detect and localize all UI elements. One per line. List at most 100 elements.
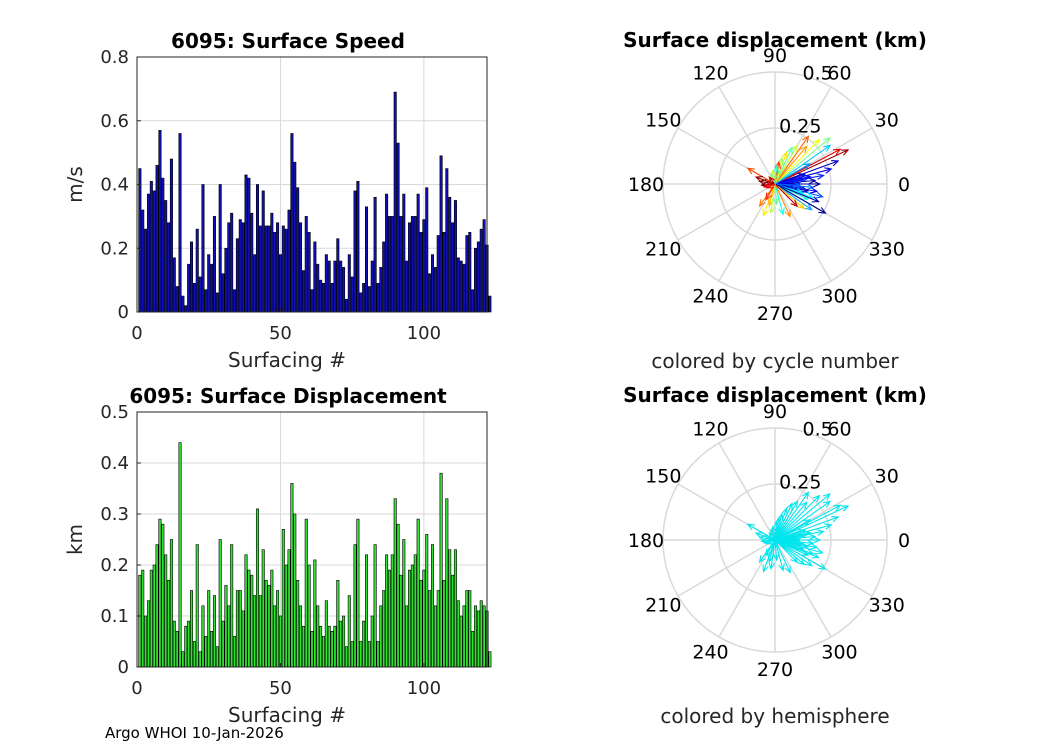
speed-bar (187, 263, 191, 313)
displacement-bar (462, 605, 466, 668)
polar-cycle-spoke (718, 86, 776, 185)
polar-hemisphere-vector (774, 539, 826, 570)
speed-bar (167, 222, 171, 313)
speed-bar (190, 241, 194, 313)
polar-hemisphere-vector-head (815, 547, 824, 555)
displacement-bar (342, 615, 346, 668)
displacement-bar (293, 513, 297, 668)
displacement-bar (175, 630, 179, 668)
polar-hemisphere-vector-head (802, 491, 810, 500)
polar-cycle-vector-head (812, 138, 821, 147)
speed-bar (359, 292, 363, 313)
speed-chart: 0 0.2 0.4 0.6 0.8 0 50 100 6095: Surface Speed Su… (63, 29, 492, 372)
polar-hemisphere-theta-label: 300 (821, 642, 857, 664)
speed-bar (224, 247, 228, 313)
polar-cycle-vector-head (791, 144, 799, 153)
speed-bar (402, 193, 406, 313)
speed-bar (204, 289, 208, 313)
polar-cycle-vector (774, 183, 805, 209)
polar-hemisphere-vector (774, 539, 791, 573)
polar-hemisphere-vector (774, 532, 811, 541)
displacement-bar (290, 483, 294, 668)
polar-hemisphere-vector (774, 539, 778, 561)
polar-hemisphere-vector-head (802, 519, 812, 526)
polar-cycle-vector-head (778, 207, 785, 216)
polar-hemisphere-vector-head (803, 530, 812, 538)
polar-hemisphere-vector (774, 539, 800, 542)
displacement-bar (353, 544, 357, 668)
speed-bar (212, 216, 216, 313)
polar-cycle-theta-label: 120 (692, 62, 728, 84)
polar-cycle-vector (770, 183, 776, 213)
speed-bar (410, 216, 414, 313)
polar-hemisphere-theta-label: 210 (645, 595, 681, 617)
speed-bar (456, 257, 460, 313)
polar-hemisphere-theta-label: 270 (757, 659, 793, 681)
speed-bar (313, 241, 317, 313)
speed-title: 6095: Surface Speed (171, 29, 405, 53)
polar-cycle-theta-label: 210 (645, 239, 681, 261)
speed-bar (324, 254, 328, 313)
polar-cycle-vector (774, 139, 820, 185)
speed-bar (250, 212, 254, 313)
polar-hemisphere-theta-label: 330 (869, 595, 905, 617)
polar-hemisphere-vector-head (797, 529, 807, 536)
displacement-bar (310, 630, 314, 668)
displacement-title: 6095: Surface Displacement (129, 384, 447, 408)
speed-bar (442, 232, 446, 313)
polar-hemisphere-spoke (774, 539, 832, 638)
displacement-bar (408, 569, 412, 668)
displacement-bar (253, 595, 257, 668)
polar-hemisphere-vector (774, 501, 831, 541)
speed-bar (138, 168, 142, 313)
displacement-bar (433, 605, 437, 668)
speed-bar (419, 232, 423, 313)
speed-bar (235, 238, 239, 313)
speed-bar (459, 260, 463, 313)
speed-bar (261, 190, 265, 313)
polar-cycle-vector-head (800, 186, 810, 193)
speed-bar (350, 276, 354, 313)
speed-xtick-label: 0 (131, 323, 142, 344)
polar-cycle-vector-head (765, 182, 774, 189)
displacement-bar (273, 605, 277, 668)
speed-bar (141, 209, 145, 313)
displacement-bar (230, 544, 234, 668)
polar-hemisphere-vector-head (805, 548, 815, 555)
speed-ylabel: m/s (63, 166, 87, 203)
polar-cycle-vector-head (797, 173, 807, 180)
displacement-bar (258, 595, 262, 668)
speed-bar (169, 158, 173, 313)
polar-cycle-theta-label: 240 (692, 286, 728, 308)
displacement-bar (451, 574, 455, 668)
displacement-xlabel: Surfacing # (228, 703, 346, 727)
polar-hemisphere-vector (774, 539, 798, 563)
polar-hemisphere-vector-head (813, 536, 822, 544)
speed-bar (471, 289, 475, 313)
speed-bar (276, 222, 280, 313)
polar-cycle-vector-head (823, 144, 832, 152)
polar-hemisphere-vector (774, 519, 811, 541)
polar-hemisphere-vector-head (758, 555, 766, 564)
polar-cycle-vector-head (790, 199, 799, 208)
speed-bar (339, 260, 343, 313)
polar-hemisphere-vector-head (765, 538, 774, 545)
displacement-bar (313, 559, 317, 668)
displacement-bar (233, 636, 237, 668)
polar-cycle-vector-head (768, 176, 776, 185)
displacement-bar (445, 498, 449, 668)
polar-cycle-vector-head (813, 180, 822, 188)
displacement-bar (158, 518, 162, 668)
displacement-bar (439, 472, 443, 668)
displacement-bar (172, 620, 176, 668)
polar-cycle-vector-head (802, 163, 812, 170)
polar-cycle-vector (774, 144, 798, 185)
displacement-bar (167, 579, 171, 668)
polar-cycle-vector (765, 183, 776, 200)
polar-hemisphere-vector-head (754, 532, 764, 539)
displacement-bar (278, 615, 282, 668)
polar-hemisphere-vector (774, 505, 849, 541)
polar-cycle-r-label: 0.25 (779, 116, 821, 138)
displacement-bar (149, 569, 153, 668)
